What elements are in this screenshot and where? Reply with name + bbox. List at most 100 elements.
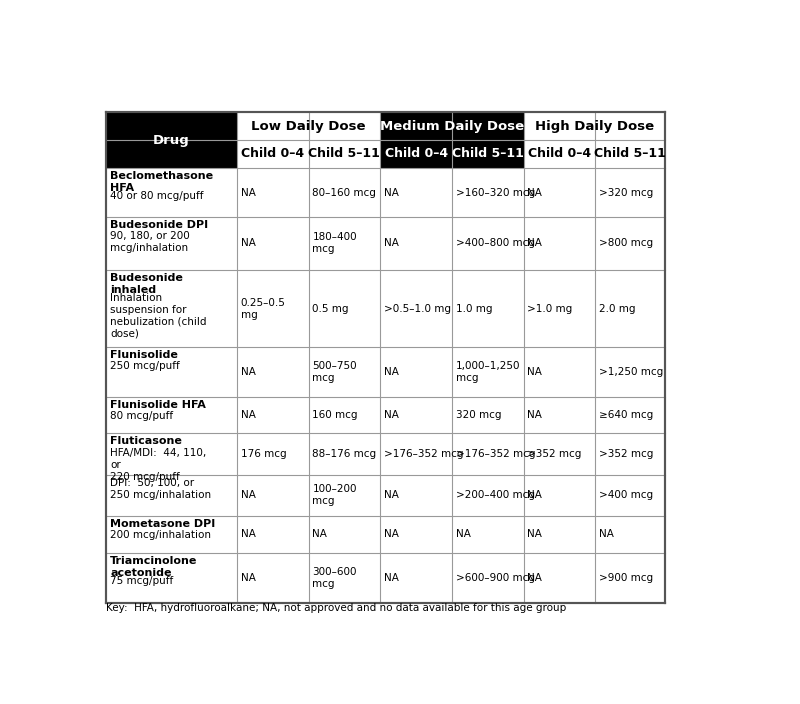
Text: NA: NA <box>241 239 255 249</box>
Bar <box>380 140 452 168</box>
Text: NA: NA <box>384 529 399 539</box>
Text: 250 mcg/puff: 250 mcg/puff <box>110 361 180 371</box>
Text: NA: NA <box>241 529 255 539</box>
Bar <box>452 347 524 396</box>
Bar <box>106 347 237 396</box>
Text: >160–320 mcg: >160–320 mcg <box>456 187 535 198</box>
Bar <box>380 168 452 218</box>
Text: DPI:  50, 100, or
250 mcg/inhalation: DPI: 50, 100, or 250 mcg/inhalation <box>110 478 211 500</box>
Bar <box>380 433 452 516</box>
Text: NA: NA <box>384 187 399 198</box>
Text: 200 mcg/inhalation: 200 mcg/inhalation <box>110 530 211 540</box>
Text: NA: NA <box>527 529 542 539</box>
Text: Drug: Drug <box>153 134 190 146</box>
Bar <box>595 218 665 270</box>
Text: Inhalation
suspension for
nebulization (child
dose): Inhalation suspension for nebulization (… <box>110 293 206 339</box>
Bar <box>452 433 524 516</box>
Text: NA: NA <box>313 529 327 539</box>
Bar <box>452 553 524 603</box>
Bar <box>309 516 380 553</box>
Text: Low Daily Dose: Low Daily Dose <box>251 120 366 132</box>
Text: >176–352 mcg: >176–352 mcg <box>384 449 464 459</box>
Text: NA: NA <box>527 367 542 377</box>
Bar <box>106 270 237 347</box>
Bar <box>452 218 524 270</box>
Text: Child 0–4: Child 0–4 <box>528 147 591 161</box>
Text: 500–750
mcg: 500–750 mcg <box>313 361 357 383</box>
Text: ≥640 mcg: ≥640 mcg <box>599 410 654 420</box>
Text: NA: NA <box>384 410 399 420</box>
Text: 320 mcg: 320 mcg <box>456 410 502 420</box>
Bar <box>380 553 452 603</box>
Text: Child 0–4: Child 0–4 <box>385 147 448 161</box>
Bar <box>237 140 309 168</box>
Bar <box>237 218 309 270</box>
Bar <box>106 396 237 433</box>
Text: NA: NA <box>241 491 255 501</box>
Bar <box>309 218 380 270</box>
Text: >400–800 mcg: >400–800 mcg <box>456 239 534 249</box>
Text: Mometasone DPI: Mometasone DPI <box>110 520 215 529</box>
Text: Fluticasone: Fluticasone <box>110 436 182 446</box>
Text: 80 mcg/puff: 80 mcg/puff <box>110 410 173 420</box>
Text: NA: NA <box>527 491 542 501</box>
Text: NA: NA <box>527 410 542 420</box>
Text: NA: NA <box>599 529 614 539</box>
Bar <box>595 140 665 168</box>
Text: High Daily Dose: High Daily Dose <box>535 120 654 132</box>
Text: NA: NA <box>241 187 255 198</box>
Text: 1,000–1,250
mcg: 1,000–1,250 mcg <box>456 361 520 383</box>
Text: Flunisolide: Flunisolide <box>110 351 178 360</box>
Text: 0.25–0.5
mg: 0.25–0.5 mg <box>241 298 286 320</box>
Bar <box>237 396 309 433</box>
Bar <box>524 396 595 433</box>
Text: HFA/MDI:  44, 110,
or
220 mcg/puff: HFA/MDI: 44, 110, or 220 mcg/puff <box>110 448 206 482</box>
Bar <box>595 168 665 218</box>
Text: >1,250 mcg: >1,250 mcg <box>599 367 663 377</box>
Text: NA: NA <box>456 529 470 539</box>
Text: >900 mcg: >900 mcg <box>599 573 654 583</box>
Text: NA: NA <box>527 573 542 583</box>
Text: Child 0–4: Child 0–4 <box>241 147 304 161</box>
Bar <box>380 347 452 396</box>
Bar <box>524 516 595 553</box>
Text: >352 mcg: >352 mcg <box>527 449 582 459</box>
Text: NA: NA <box>384 491 399 501</box>
Bar <box>380 516 452 553</box>
Text: >800 mcg: >800 mcg <box>599 239 654 249</box>
Text: 80–160 mcg: 80–160 mcg <box>313 187 376 198</box>
Bar <box>524 270 595 347</box>
Text: 180–400
mcg: 180–400 mcg <box>313 232 357 254</box>
Bar <box>237 347 309 396</box>
Bar <box>309 553 380 603</box>
Text: 176 mcg: 176 mcg <box>241 449 286 459</box>
Text: 100–200
mcg: 100–200 mcg <box>313 484 357 506</box>
Bar <box>452 516 524 553</box>
Bar <box>524 140 595 168</box>
Text: >600–900 mcg: >600–900 mcg <box>456 573 534 583</box>
Text: Child 5–11: Child 5–11 <box>594 147 666 161</box>
Bar <box>524 218 595 270</box>
Bar <box>380 218 452 270</box>
Text: NA: NA <box>241 410 255 420</box>
Text: 75 mcg/puff: 75 mcg/puff <box>110 576 174 586</box>
Bar <box>106 112 237 168</box>
Text: Budesonide
inhaled: Budesonide inhaled <box>110 272 183 295</box>
Bar <box>237 270 309 347</box>
Bar <box>237 553 309 603</box>
Bar <box>380 112 524 140</box>
Bar <box>309 396 380 433</box>
Text: >200–400 mcg: >200–400 mcg <box>456 491 534 501</box>
Text: NA: NA <box>384 239 399 249</box>
Bar <box>524 168 595 218</box>
Bar <box>595 553 665 603</box>
Text: Beclomethasone
HFA: Beclomethasone HFA <box>110 171 213 193</box>
Bar <box>524 347 595 396</box>
Bar <box>237 516 309 553</box>
Bar <box>237 433 309 516</box>
Text: 300–600
mcg: 300–600 mcg <box>313 567 357 589</box>
Text: 2.0 mg: 2.0 mg <box>599 303 636 313</box>
Text: NA: NA <box>241 367 255 377</box>
Bar <box>106 168 237 218</box>
Text: Flunisolide HFA: Flunisolide HFA <box>110 400 206 410</box>
